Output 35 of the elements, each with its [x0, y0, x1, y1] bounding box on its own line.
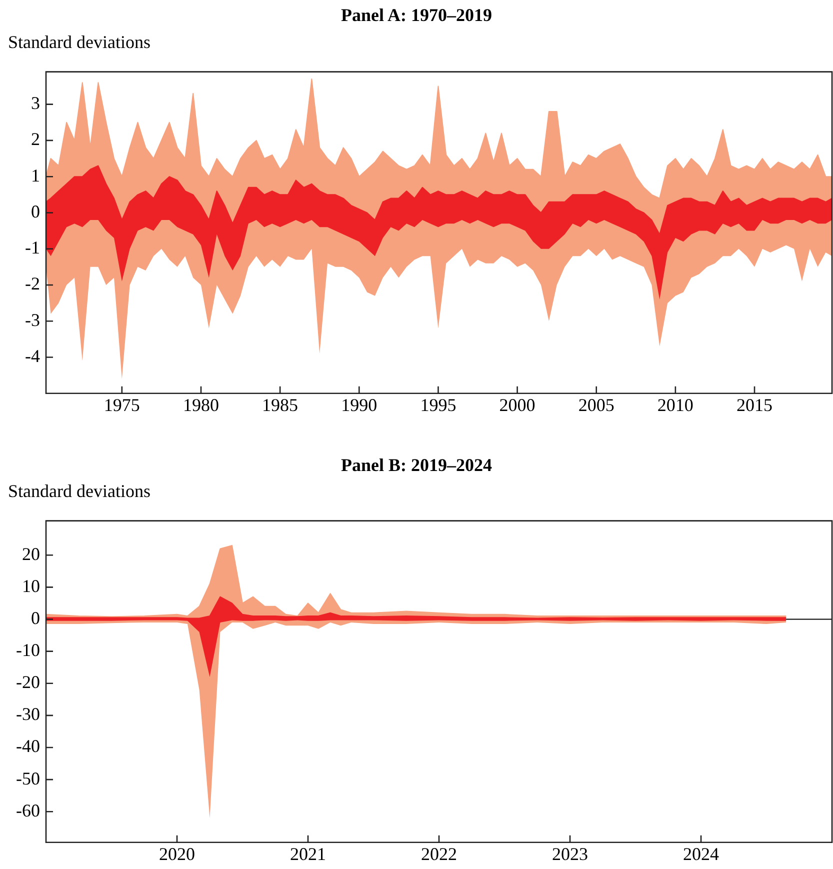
x-tick-label: 2023 [552, 844, 588, 864]
x-tick-label: 2015 [736, 394, 773, 415]
y-tick-label: 20 [22, 544, 40, 564]
y-tick-label: -1 [25, 238, 40, 258]
y-tick-label: -40 [16, 736, 40, 756]
y-tick-label: -3 [25, 310, 40, 330]
y-tick-label: 2 [31, 129, 40, 150]
y-tick-label: 1 [31, 165, 40, 186]
y-tick-label: 0 [31, 201, 40, 222]
x-tick-label: 2020 [159, 844, 195, 864]
x-tick-label: 1975 [104, 394, 140, 415]
x-tick-label: 1980 [182, 394, 219, 415]
chart-title: Panel B: 2019–2024 [340, 455, 493, 476]
x-tick-label: 1995 [420, 394, 456, 415]
x-tick-label: 2000 [499, 394, 536, 415]
y-tick-label: 0 [31, 608, 40, 628]
y-tick-label: -4 [25, 346, 40, 366]
y-tick-label: 10 [22, 576, 40, 596]
y-tick-label: 3 [31, 93, 40, 114]
y-axis-title: Standard deviations [8, 32, 150, 53]
y-tick-label: -2 [25, 274, 40, 294]
x-tick-label: 1985 [262, 394, 298, 415]
x-tick-label: 2005 [578, 394, 614, 415]
x-tick-label: 2010 [657, 394, 694, 415]
x-tick-label: 2022 [421, 844, 457, 864]
x-tick-label: 1990 [341, 394, 378, 415]
y-tick-label: -20 [16, 672, 40, 692]
y-tick-label: -30 [16, 704, 40, 724]
x-tick-label: 2021 [290, 844, 326, 864]
y-tick-label: -50 [16, 768, 40, 788]
x-tick-label: 2024 [683, 844, 719, 864]
y-axis-title: Standard deviations [8, 481, 150, 502]
chart-title: Panel A: 1970–2019 [340, 5, 493, 26]
y-tick-label: -60 [16, 800, 40, 820]
y-tick-label: -10 [16, 640, 40, 660]
